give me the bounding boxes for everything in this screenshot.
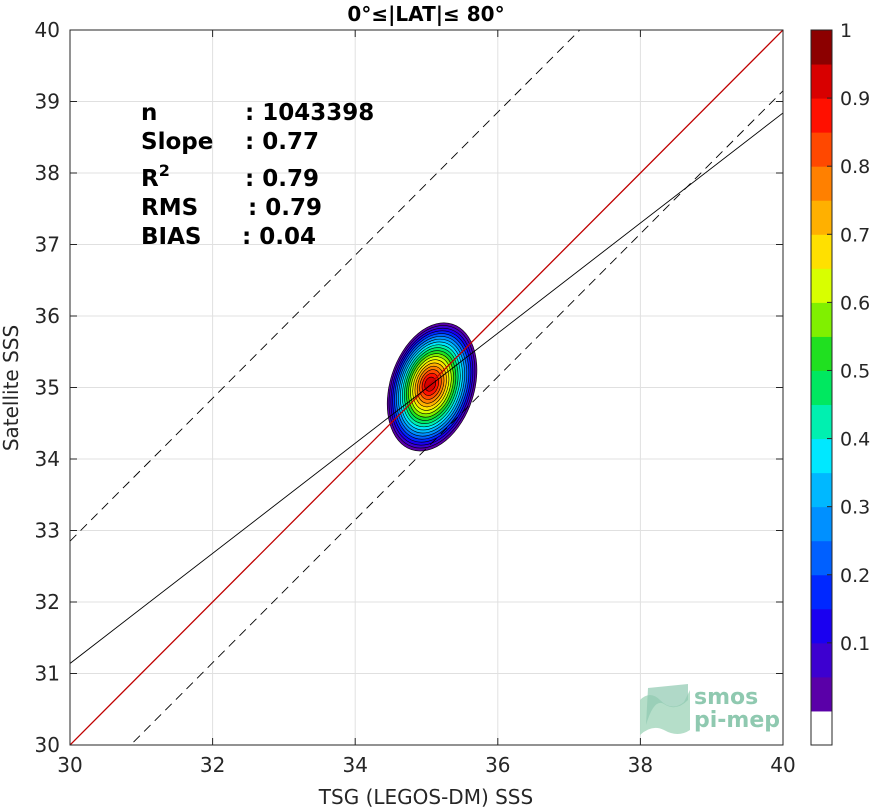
colorbar-swatch (811, 98, 832, 133)
stat-r2-label: R2 (141, 161, 170, 192)
colorbar-tick-label: 0.3 (840, 497, 870, 519)
colorbar-swatch (811, 710, 832, 746)
colorbar-swatch (811, 166, 832, 201)
colorbar-swatch (811, 438, 832, 474)
colorbar-swatch (811, 336, 832, 371)
y-tick-label: 38 (35, 161, 60, 185)
logo-line2: pi-mep (694, 708, 780, 733)
colorbar-swatch (811, 642, 832, 678)
colorbar-swatch (811, 302, 832, 337)
stat-r2-value: : 0.79 (245, 166, 319, 192)
colorbar-tick-label: 0.7 (840, 224, 870, 246)
colorbar-frame (810, 29, 833, 746)
y-tick-label: 40 (35, 18, 60, 42)
x-axis-title: TSG (LEGOS-DM) SSS (318, 785, 533, 809)
y-tick-label: 37 (35, 233, 60, 257)
stat-r2-superscript: 2 (159, 161, 170, 180)
colorbar-tick-label: 1 (840, 20, 852, 42)
colorbar-swatch (811, 574, 832, 610)
colorbar-swatch (811, 506, 832, 542)
stat-r2-letter: R (141, 166, 159, 192)
lower_bound-line (129, 90, 783, 745)
colorbar-swatch (811, 234, 832, 269)
logo-wave-icon-2 (646, 684, 688, 725)
stat-bias-label: BIAS (141, 224, 201, 250)
colorbar-swatch (811, 472, 832, 508)
stat-slope-value: : 0.77 (245, 129, 319, 155)
colorbar-swatch (811, 540, 832, 576)
colorbar-swatch (811, 370, 832, 406)
stat-rms-label: RMS (141, 195, 198, 221)
x-tick-label: 36 (485, 753, 510, 777)
upper_bound-line (70, 30, 581, 542)
colorbar-swatch (811, 404, 832, 440)
x-tick-label: 30 (57, 753, 82, 777)
colorbar-swatch (811, 64, 832, 99)
colorbar-tick-label: 0.5 (840, 360, 870, 382)
colorbar-tick-label: 0.2 (840, 565, 870, 587)
stat-n-label: n (141, 100, 157, 126)
stat-rms-value: : 0.79 (248, 195, 322, 221)
reference-lines (70, 30, 783, 745)
colorbar-tick-label: 0.9 (840, 88, 870, 110)
stats-block: n : 1043398 Slope : 0.77 R2 : 0.79 RMS :… (141, 100, 374, 250)
colorbar-swatch (811, 30, 832, 65)
colorbar-swatch (811, 676, 832, 712)
x-tick-label: 32 (200, 753, 225, 777)
x-tick-label: 38 (628, 753, 653, 777)
colorbar-tick-label: 0.8 (840, 156, 870, 178)
x-tick-label: 40 (770, 753, 795, 777)
y-tick-label: 34 (35, 447, 60, 471)
axis-ticks: 30 32 34 36 38 40 30 31 32 33 34 35 36 37 38 39 40 (35, 18, 796, 777)
x-tick-label: 34 (342, 753, 367, 777)
logo-line1: smos (694, 685, 758, 710)
colorbar-swatch (811, 200, 832, 235)
stat-slope-label: Slope (141, 129, 213, 155)
regression-line (70, 112, 783, 664)
y-tick-label: 35 (35, 376, 60, 400)
y-tick-label: 33 (35, 519, 60, 543)
colorbar-tick-label: 0.1 (840, 633, 870, 655)
stat-bias-value: : 0.04 (242, 224, 316, 250)
colorbar-tick-label: 0.4 (840, 429, 870, 451)
grid (69, 29, 784, 746)
chart-title: 0°≤|LAT|≤ 80° (347, 2, 504, 26)
y-tick-label: 32 (35, 590, 60, 614)
stat-n-value: : 1043398 (245, 100, 374, 126)
y-tick-label: 36 (35, 304, 60, 328)
colorbar-swatch (811, 132, 832, 167)
colorbar-swatch (811, 608, 832, 644)
colorbar-swatch (811, 268, 832, 303)
y-tick-label: 31 (35, 662, 60, 686)
y-tick-label: 30 (35, 733, 60, 757)
y-axis-title: Satellite SSS (0, 325, 23, 451)
smos-pimep-logo: smos pi-mep (640, 684, 780, 735)
colorbar-tick-label: 0.6 (840, 292, 870, 314)
density-contours (386, 322, 478, 452)
colorbar: 0.1 0.2 0.3 0.4 0.5 0.6 0.7 0.8 0.9 1 (810, 20, 870, 746)
y-tick-label: 39 (35, 90, 60, 114)
identity-line (70, 30, 783, 745)
